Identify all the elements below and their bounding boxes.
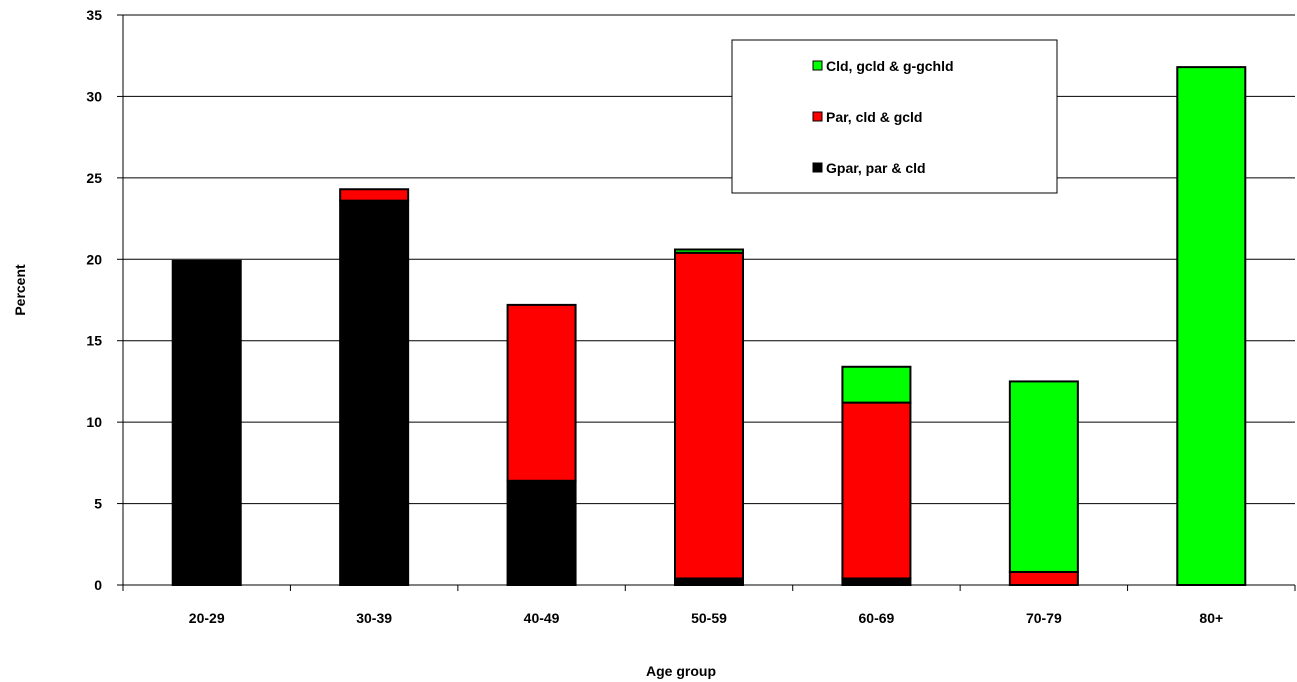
x-axis-title: Age group [646,663,716,679]
x-tick-labels: 20-29 30-39 40-49 50-59 60-69 70-79 80+ [189,610,1223,626]
axes [117,14,1296,591]
x-tick-label: 60-69 [859,610,895,626]
x-tick-label: 50-59 [691,610,727,626]
y-axis-title: Percent [12,264,28,316]
y-tick-label: 30 [86,88,102,104]
legend-box [731,39,1058,194]
y-tick-label: 35 [86,7,102,23]
x-tick-label: 80+ [1199,610,1223,626]
legend-label: Par, cld & gcld [826,109,922,125]
bar-segment [1176,66,1247,587]
y-tick-label: 25 [86,170,102,186]
bars [171,66,1247,587]
y-tick-labels: 0 5 10 15 20 25 30 35 [86,7,102,593]
x-tick-label: 40-49 [524,610,560,626]
legend-label: Cld, gcld & g-gchld [826,58,954,74]
legend-label: Gpar, par & cld [826,160,926,176]
x-tick-label: 30-39 [356,610,392,626]
bar-segment [1008,570,1079,587]
x-tick-label: 70-79 [1026,610,1062,626]
y-tick-label: 5 [94,496,102,512]
bar-segment [171,259,242,586]
bar-segment [1008,380,1079,573]
x-tick-label: 20-29 [189,610,225,626]
bar-segment [339,188,410,202]
bar-segment [674,248,744,254]
bar-segment [506,479,577,586]
legend-swatch [812,111,823,122]
legend-swatch [812,60,823,71]
y-tick-label: 15 [86,333,102,349]
y-tick-label: 20 [86,251,102,267]
bar-segment [841,401,912,580]
y-tick-label: 10 [86,414,102,430]
legend: Cld, gcld & g-gchld Par, cld & gcld Gpar, … [731,39,1058,194]
bar-segment [674,251,744,580]
y-tick-label: 0 [94,577,102,593]
bar-segment [339,199,410,587]
bar-segment [841,365,912,404]
legend-swatch [812,162,823,173]
bar-segment [506,303,577,482]
